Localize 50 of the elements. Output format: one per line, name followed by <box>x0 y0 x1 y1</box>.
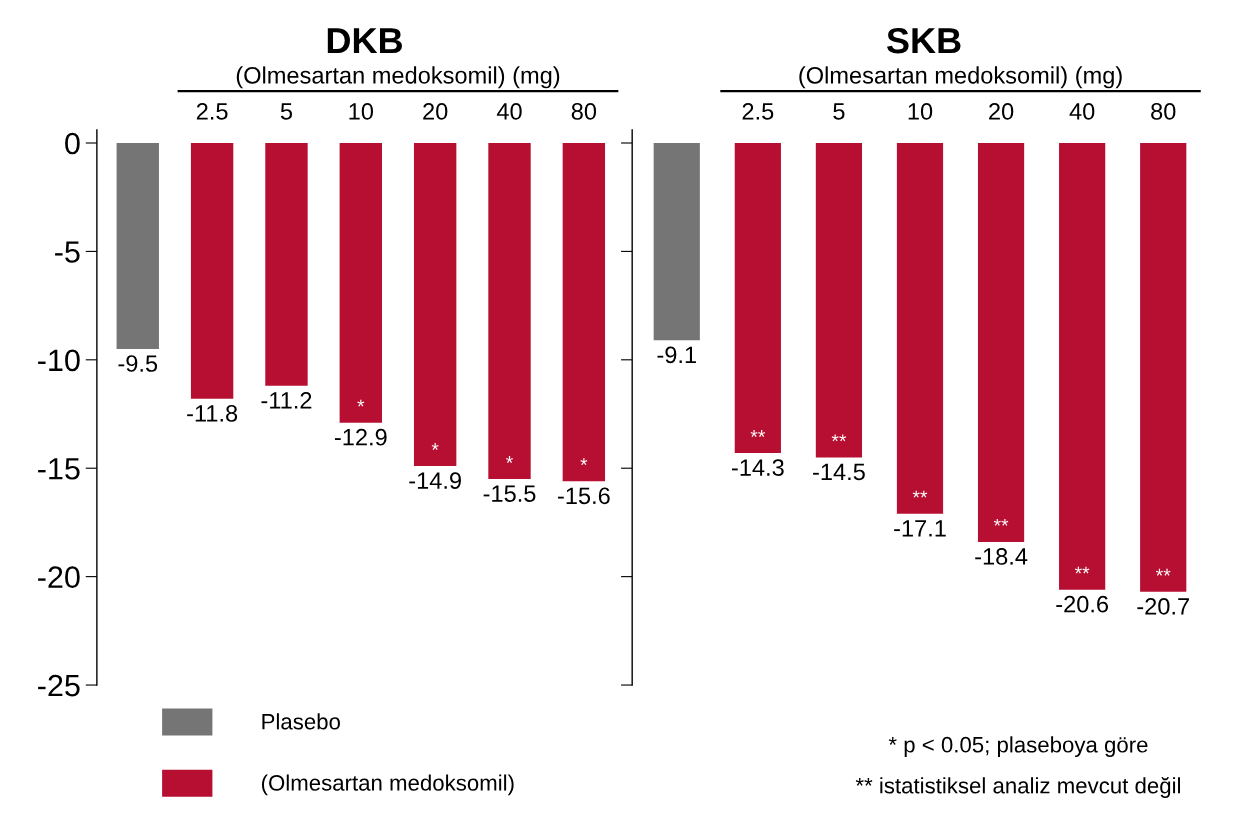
legend-label: Plasebo <box>262 713 340 730</box>
y-tick-label: 0 <box>65 132 80 155</box>
annotation: ** <box>1074 566 1090 574</box>
x-tick-label: 5 <box>280 103 293 120</box>
legend-label: (Olmesartan medoksomil) <box>261 774 514 796</box>
y-tick-label: -20 <box>38 566 80 588</box>
annotation: * <box>431 443 439 450</box>
data-label: -14.5 <box>813 463 865 481</box>
y-tick-label: -5 <box>55 241 80 263</box>
x-tick-label: 40 <box>1069 103 1095 120</box>
data-label: -18.4 <box>975 548 1028 565</box>
annotation: * <box>580 458 588 466</box>
text: ** istatistiksel analiz mevcut değil <box>855 776 1180 798</box>
data-label: -9.1 <box>657 346 696 364</box>
x-tick-label: 5 <box>833 103 845 120</box>
y-tick-label: -10 <box>38 349 80 372</box>
data-label: -17.1 <box>894 520 946 537</box>
annotation: ** <box>912 490 928 498</box>
data-label: -20.6 <box>1056 595 1109 613</box>
x-tick-label: 40 <box>496 103 522 120</box>
annotation: ** <box>1155 568 1171 576</box>
x-tick-label: 20 <box>989 103 1014 120</box>
annotation: ** <box>831 434 847 442</box>
data-label: -9.5 <box>118 355 158 372</box>
annotation: ** <box>993 518 1009 526</box>
x-tick-label: 2.5 <box>196 103 228 120</box>
x-tick-label: 10 <box>349 103 374 120</box>
text: * p < 0.05; plaseboya göre <box>888 736 1148 757</box>
annotation: ** <box>750 430 766 437</box>
data-label: -15.5 <box>483 485 536 502</box>
data-label: -14.9 <box>409 472 461 489</box>
data-label: -11.2 <box>261 392 312 409</box>
x-tick-label: 2.5 <box>742 103 774 120</box>
x-tick-label: 10 <box>908 103 933 120</box>
data-label: -20.7 <box>1137 597 1189 615</box>
data-label: -15.6 <box>557 487 610 505</box>
annotation: * <box>357 399 365 407</box>
chart-title: SKB <box>886 27 961 54</box>
annotation: * <box>506 456 513 463</box>
x-tick-label: 80 <box>571 103 597 120</box>
chart-subtitle: (Olmesartan medoksomil) (mg) <box>799 66 1122 89</box>
data-label: -14.3 <box>731 459 784 476</box>
chart-title: DKB <box>327 28 402 54</box>
x-tick-label: 80 <box>1151 103 1176 120</box>
y-tick-label: -15 <box>38 458 80 480</box>
data-label: -11.8 <box>187 405 238 422</box>
y-tick-label: -25 <box>38 674 80 697</box>
x-tick-label: 20 <box>423 103 448 120</box>
data-label: -12.9 <box>334 428 387 446</box>
chart-subtitle: (Olmesartan medoksomil) (mg) <box>236 66 560 89</box>
